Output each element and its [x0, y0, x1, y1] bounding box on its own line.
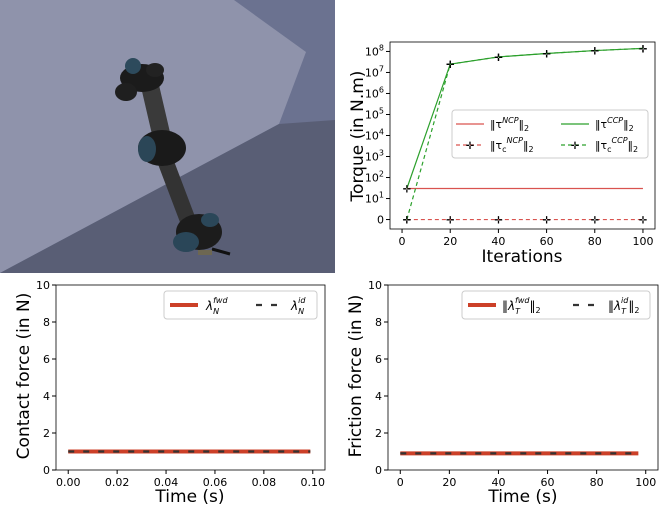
x-tick-label: 0.02: [105, 476, 130, 489]
data-point: ✛: [494, 53, 503, 64]
svg-text:✛: ✛: [571, 141, 580, 152]
legend: ‖λTfwd‖2 ‖λTid‖2: [461, 290, 651, 320]
data-point: ✛: [591, 47, 600, 58]
legend: ‖τNCP‖2 ✛ ‖τcNCP‖2 ‖τCCP‖2 ✛ ‖τcCCP‖2: [451, 109, 649, 159]
data-point: ✛: [639, 44, 648, 55]
plot-area-frame: [387, 284, 659, 471]
x-tick-label: 20: [442, 476, 456, 489]
legend-frame: [451, 109, 649, 159]
x-tick-label: 0: [399, 235, 406, 248]
x-tick-label: 0.06: [203, 476, 228, 489]
x-tick-label: 40: [491, 235, 505, 248]
x-axis-label: Time (s): [154, 487, 224, 507]
svg-text:✛: ✛: [466, 141, 475, 152]
y-tick-label: 6: [375, 353, 382, 366]
y-tick-label: 10: [36, 279, 50, 292]
data-point: ✛: [494, 216, 503, 227]
y-tick-label: 6: [43, 353, 50, 366]
y-axis-label: Friction force (in N): [346, 295, 366, 458]
robot-arm: [115, 58, 231, 256]
plot-area-frame: [55, 284, 326, 471]
x-tick-label: 100: [632, 235, 653, 248]
axis-ticks: 0.00 0.02 0.04 0.06 0.08 0.10 0 2 4 6 8 10: [36, 279, 325, 489]
y-tick-label: 8: [375, 316, 382, 329]
y-tick-label: 4: [375, 390, 382, 403]
x-tick-label: 40: [491, 476, 505, 489]
data-point: ✛: [591, 216, 600, 227]
data-point: ✛: [446, 60, 455, 71]
x-tick-label: 20: [443, 235, 457, 248]
data-point: ✛: [446, 216, 455, 227]
data-point: ✛: [403, 216, 412, 227]
y-tick-label: 2: [43, 427, 50, 440]
x-tick-label: 0.10: [301, 476, 326, 489]
y-axis-label: Torque (in N.m): [348, 71, 368, 203]
y-axis-label: Contact force (in N): [14, 293, 34, 460]
data-point: ✛: [591, 47, 600, 58]
series-group: ✛ ✛ ✛ ✛ ✛ ✛✛✛✛ ✛ ✛ ✛✛✛✛ ✛ ✛ ✛: [403, 44, 648, 226]
data-point: ✛: [403, 216, 412, 227]
x-tick-label: 0: [397, 476, 404, 489]
axis-ticks: 0 20 40 60 80 100 0 2 4 6 8 10: [368, 279, 656, 489]
y-tick-label: 2: [375, 427, 382, 440]
x-tick-label: 60: [540, 235, 554, 248]
data-point: ✛: [542, 49, 551, 60]
y-tick-label: 0: [375, 464, 382, 477]
data-point: ✛: [403, 185, 412, 196]
x-tick-label: 80: [588, 235, 602, 248]
legend-frame: [163, 290, 318, 320]
x-axis-label: Time (s): [487, 487, 557, 507]
legend-label-tau-ccp: ‖τCCP‖2: [595, 116, 634, 133]
x-tick-label: 100: [635, 476, 656, 489]
x-tick-label: 60: [541, 476, 555, 489]
y-tick-label: 10: [368, 279, 382, 292]
contact-force-chart: 0.00 0.02 0.04 0.06 0.08 0.10 0 2 4 6 8 10 Time (s)…: [14, 279, 326, 507]
data-point: ✛: [639, 216, 648, 227]
legend: λNfwd λNid: [163, 290, 318, 320]
y-tick-label: 4: [43, 390, 50, 403]
legend-frame: [461, 290, 651, 320]
data-point: ✛: [494, 53, 503, 64]
scene-floor: [0, 120, 335, 273]
x-tick-label: 80: [590, 476, 604, 489]
series-line-3: [406, 47, 643, 220]
y-tick-label: 0: [377, 214, 384, 227]
friction-force-chart: 0 20 40 60 80 100 0 2 4 6 8 10 Time (s) Friction fo…: [346, 279, 659, 507]
y-tick-label: 0: [43, 464, 50, 477]
x-tick-label: 0.08: [252, 476, 277, 489]
y-tick-label: 8: [43, 316, 50, 329]
x-tick-label: 0.00: [56, 476, 81, 489]
y-tick-label: 108: [365, 43, 384, 58]
legend-label-tau-ncp: ‖τNCP‖2: [490, 116, 529, 133]
data-point: ✛: [542, 49, 551, 60]
x-axis-label: Iterations: [482, 247, 563, 267]
robot-arm-render: [0, 0, 335, 273]
data-point: ✛: [542, 216, 551, 227]
x-tick-label: 0.04: [154, 476, 179, 489]
data-point: ✛: [639, 44, 648, 55]
data-point: ✛: [446, 60, 455, 71]
